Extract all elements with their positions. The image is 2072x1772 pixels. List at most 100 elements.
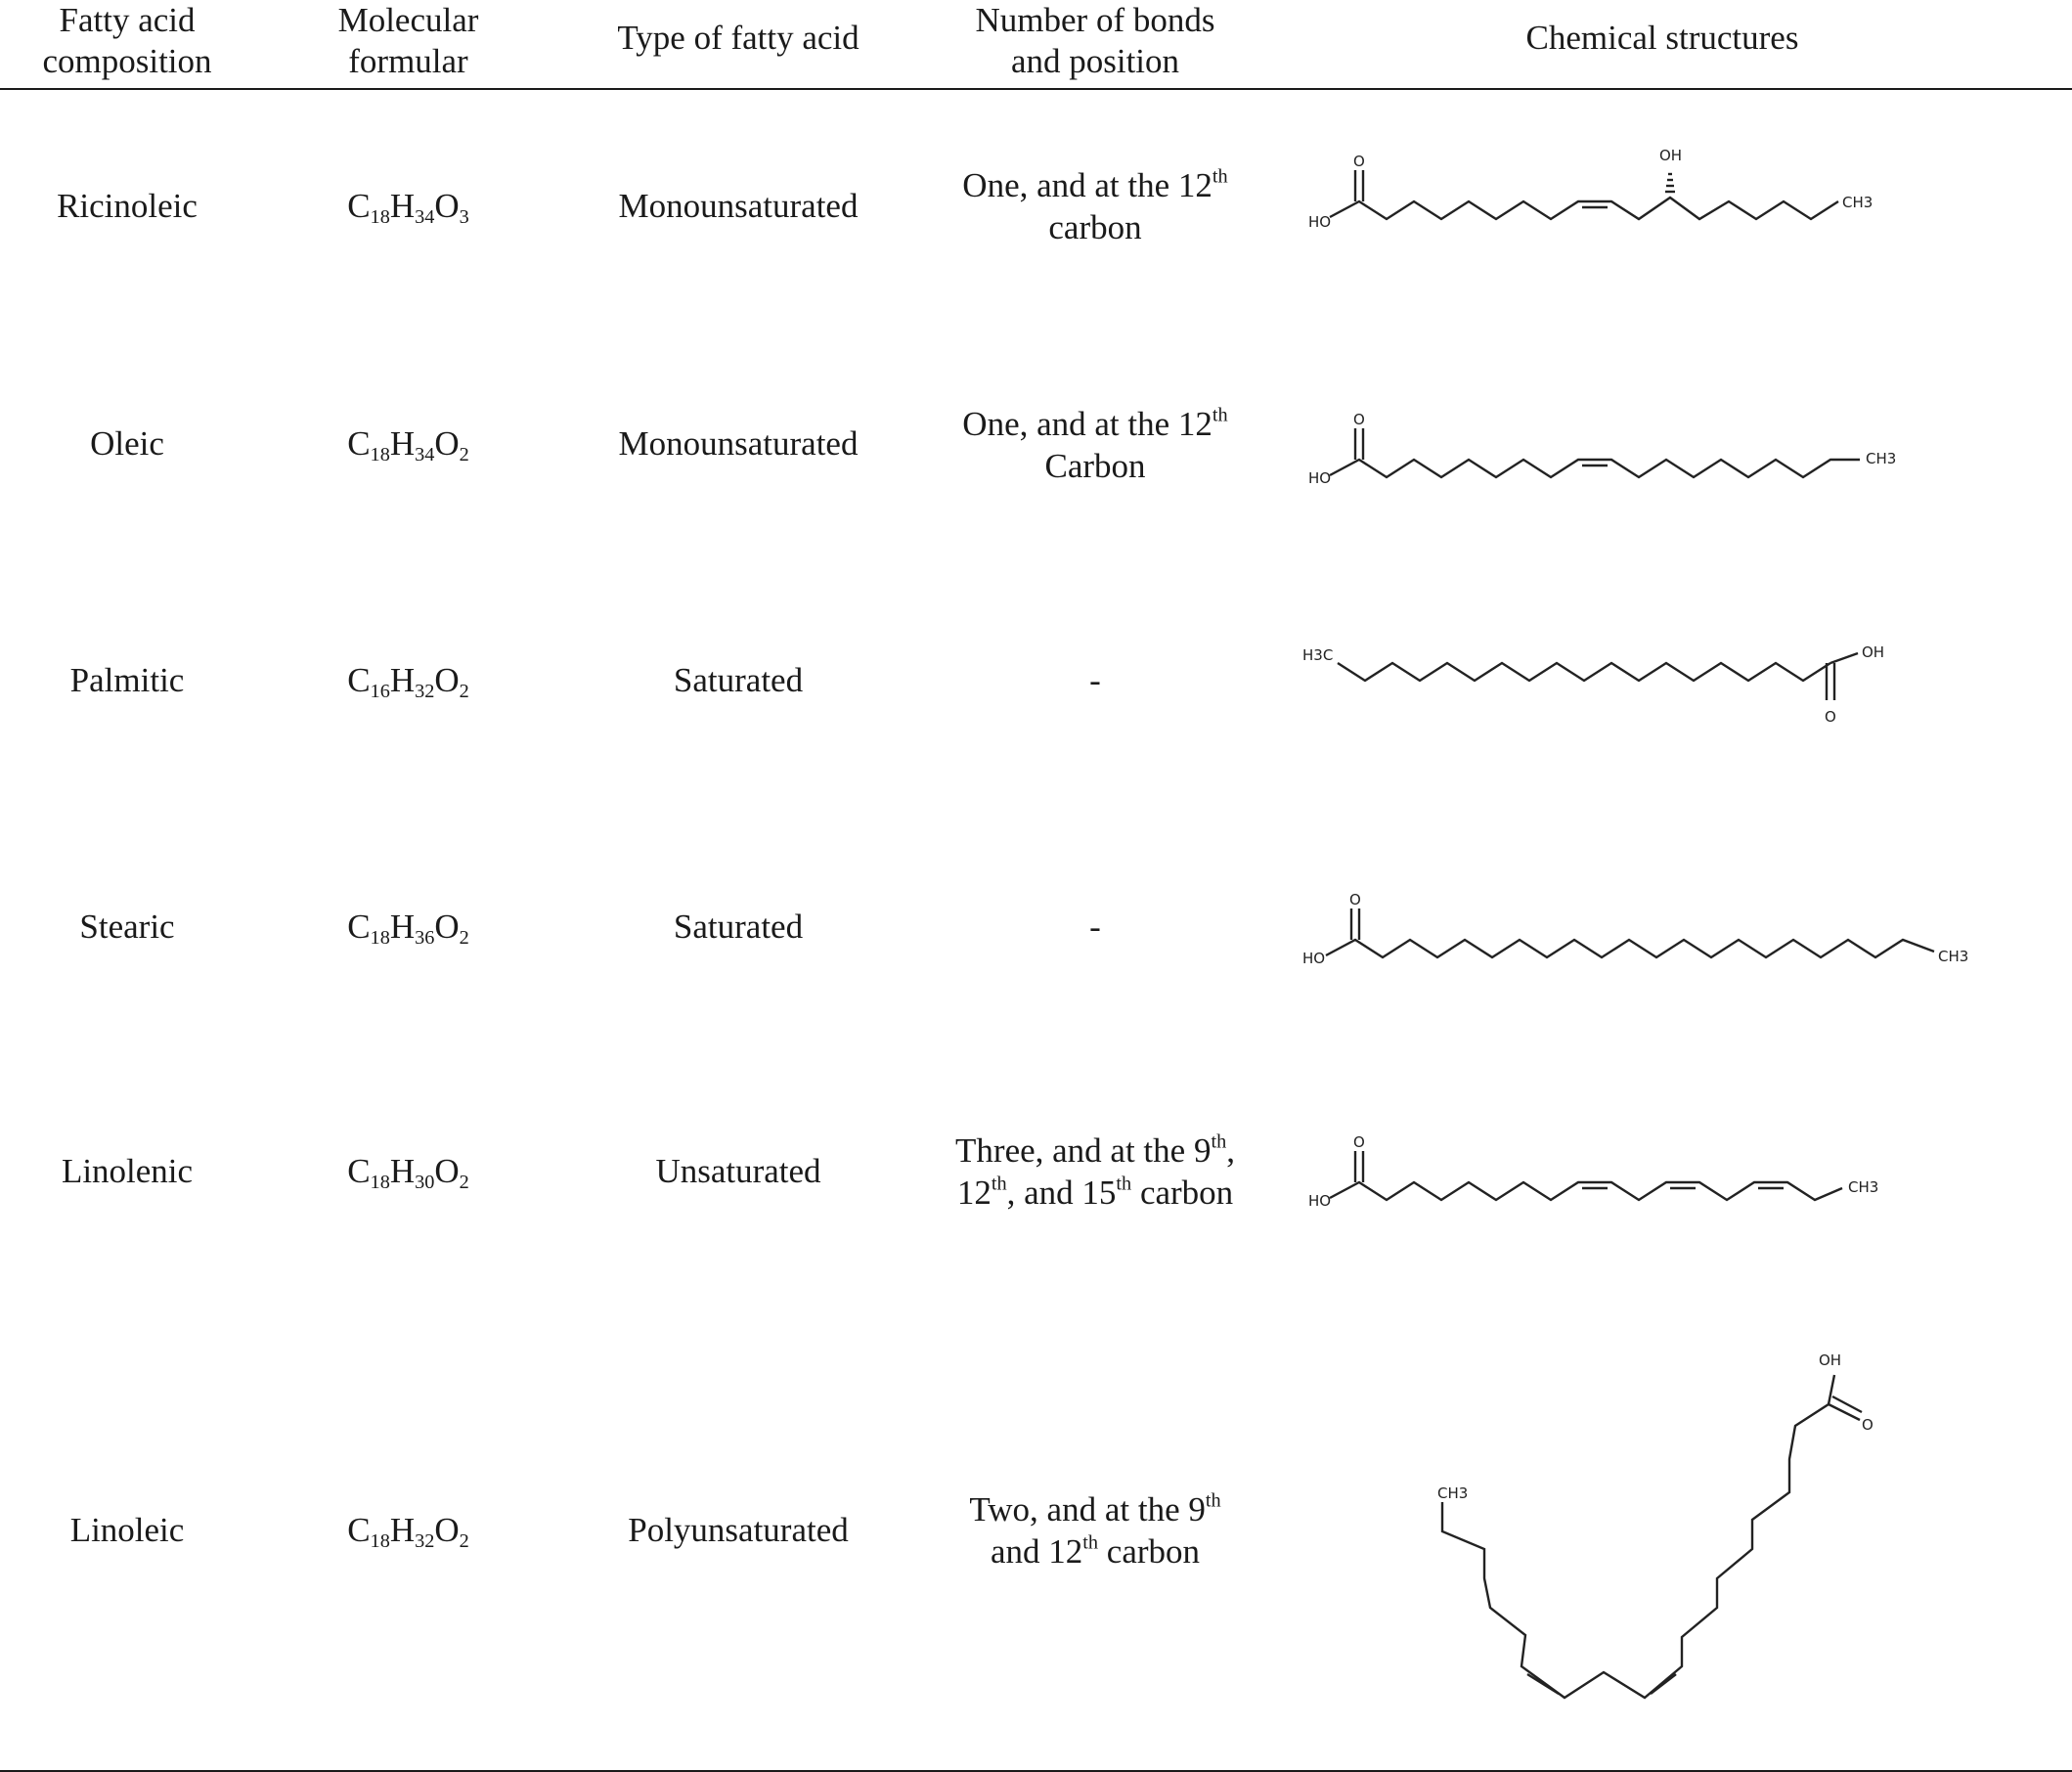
formula-c: C (347, 424, 371, 463)
row-oleic-formula: C18H34O2 (293, 422, 523, 465)
formula-h-count: 32 (415, 1530, 435, 1553)
header-type-of-fatty-acid: Type of fatty acid (572, 18, 904, 59)
header-line: composition (42, 42, 212, 80)
linolenic-structure: O HO CH3 (1308, 1133, 1878, 1210)
row-oleic-bonds: One, and at the 12th Carbon (939, 403, 1252, 487)
header-line: Number of bonds (975, 1, 1215, 39)
label-o: O (1353, 411, 1365, 428)
formula-o-count: 2 (459, 1530, 469, 1553)
formula-c: C (347, 661, 371, 699)
row-stearic-formula: C18H36O2 (293, 906, 523, 948)
bonds-text: carbon (1098, 1532, 1201, 1571)
header-line: formular (348, 42, 468, 80)
label-o: O (1825, 708, 1836, 726)
formula-h-count: 30 (415, 1172, 435, 1194)
row-palmitic-type: Saturated (673, 661, 804, 699)
bonds-line: Two, and at the 9th (939, 1488, 1252, 1530)
formula-o-count: 3 (459, 206, 469, 229)
label-ch3: CH3 (1437, 1484, 1468, 1502)
row-oleic-name: Oleic (90, 424, 164, 463)
label-ch3: CH3 (1848, 1178, 1878, 1196)
row-stearic-name: Stearic (79, 908, 175, 946)
header-chemical-structures: Chemical structures (1301, 18, 2024, 59)
formula-c-count: 18 (370, 444, 390, 466)
ricinoleic-structure: O HO OH CH3 (1308, 147, 1873, 231)
bonds-ordinal: th (991, 1173, 1007, 1195)
header-line: Chemical structures (1525, 19, 1799, 57)
bonds-text: 12 (956, 1174, 992, 1212)
formula-o: O (434, 661, 460, 699)
formula-o-count: 2 (459, 1172, 469, 1194)
header-number-of-bonds: Number of bonds and position (939, 0, 1252, 82)
formula-h-count: 34 (415, 206, 435, 229)
formula-o-count: 2 (459, 681, 469, 703)
bonds-line: One, and at the 12th (939, 403, 1252, 445)
header-molecular-formular: Molecular formular (293, 0, 523, 82)
formula-c-count: 18 (370, 927, 390, 950)
label-oh: OH (1819, 1351, 1841, 1369)
formula-c-count: 18 (370, 206, 390, 229)
formula-h-count: 32 (415, 681, 435, 703)
formula-h: H (389, 661, 416, 699)
linoleic-structure: OH O CH3 (1437, 1351, 1874, 1700)
formula-c: C (347, 908, 371, 946)
row-linoleic-type: Polyunsaturated (628, 1511, 849, 1549)
bonds-line: and 12th carbon (939, 1530, 1252, 1573)
row-palmitic-bonds: - (1089, 661, 1101, 699)
label-o: O (1862, 1416, 1874, 1434)
bonds-text: Three, and at the 9 (955, 1131, 1212, 1170)
header-line: and position (1010, 42, 1180, 80)
bonds-line: Carbon (1044, 447, 1146, 485)
formula-h: H (389, 187, 416, 225)
bonds-ordinal: th (1212, 165, 1228, 188)
bonds-text: , (1226, 1131, 1235, 1170)
bonds-text: carbon (1131, 1174, 1234, 1212)
bonds-text: , and 15 (1006, 1174, 1117, 1212)
label-o: O (1353, 153, 1365, 170)
bonds-line: 12th, and 15th carbon (939, 1172, 1252, 1214)
label-ho: HO (1308, 469, 1331, 487)
label-o: O (1353, 1133, 1365, 1151)
formula-c-count: 16 (370, 681, 390, 703)
bonds-ordinal: th (1211, 1130, 1227, 1153)
bonds-line: One, and at the 12th (939, 164, 1252, 206)
formula-h: H (389, 1152, 416, 1190)
row-linolenic-bonds: Three, and at the 9th, 12th, and 15th ca… (939, 1130, 1252, 1214)
label-ch3: CH3 (1842, 194, 1873, 211)
bonds-ordinal: th (1205, 1489, 1221, 1512)
formula-c: C (347, 187, 371, 225)
label-ch3: CH3 (1938, 948, 1968, 965)
header-line: Type of fatty acid (617, 19, 860, 57)
row-oleic-type: Monounsaturated (618, 424, 859, 463)
row-linoleic-bonds: Two, and at the 9th and 12th carbon (939, 1488, 1252, 1573)
label-ho: HO (1308, 213, 1331, 231)
bonds-line: carbon (1048, 208, 1142, 246)
bonds-text: One, and at the 12 (962, 166, 1212, 204)
row-stearic-type: Saturated (673, 908, 804, 946)
header-fatty-acid-composition: Fatty acid composition (20, 0, 235, 82)
label-oh: OH (1659, 147, 1682, 164)
formula-o: O (434, 1511, 460, 1549)
formula-o: O (434, 187, 460, 225)
row-linoleic-formula: C18H32O2 (293, 1509, 523, 1551)
row-stearic-bonds: - (1089, 908, 1101, 946)
row-palmitic-name: Palmitic (69, 661, 185, 699)
header-line: Fatty acid (59, 1, 196, 39)
oleic-structure: O HO CH3 (1308, 411, 1896, 487)
formula-o: O (434, 908, 460, 946)
formula-o: O (434, 424, 460, 463)
formula-c: C (347, 1152, 371, 1190)
formula-c-count: 18 (370, 1530, 390, 1553)
bottom-rule (0, 1770, 2072, 1772)
row-ricinoleic-name: Ricinoleic (57, 187, 198, 225)
row-ricinoleic-bonds: One, and at the 12th carbon (939, 164, 1252, 248)
formula-h: H (389, 908, 416, 946)
bonds-text: One, and at the 12 (962, 405, 1212, 443)
row-linolenic-type: Unsaturated (655, 1152, 821, 1190)
formula-o-count: 2 (459, 927, 469, 950)
palmitic-structure: H3C OH O (1302, 643, 1884, 726)
label-oh: OH (1862, 643, 1884, 661)
label-h3c: H3C (1302, 646, 1333, 664)
formula-h: H (389, 424, 416, 463)
row-palmitic-formula: C16H32O2 (293, 659, 523, 701)
